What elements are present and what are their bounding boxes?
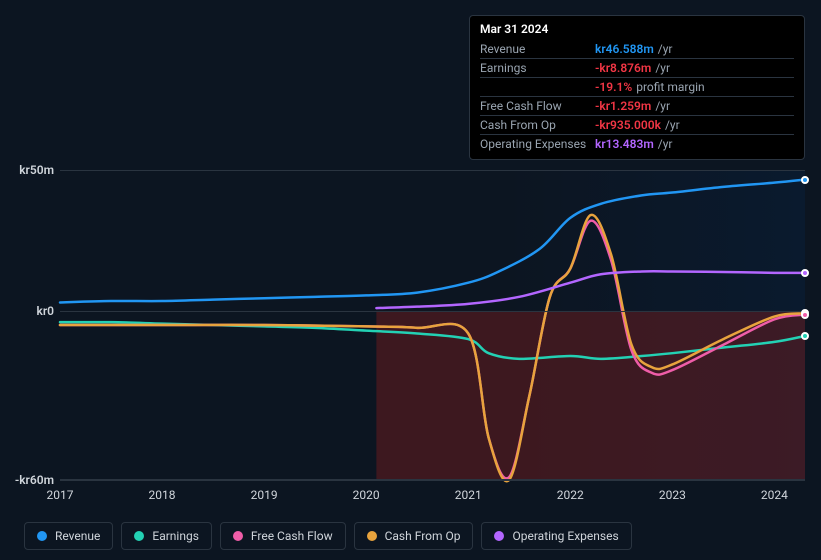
tooltip-row-label: Free Cash Flow: [480, 99, 595, 113]
y-axis-label: -kr60m: [15, 473, 54, 487]
tooltip-row-unit: /yr: [655, 61, 670, 75]
tooltip-row: Free Cash Flow-kr1.259m/yr: [480, 96, 794, 115]
tooltip-row-label: Earnings: [480, 61, 595, 75]
legend-label: Revenue: [55, 529, 100, 543]
series-revenue: [60, 180, 805, 303]
tooltip-row: Cash From Op-kr935.000k/yr: [480, 115, 794, 134]
x-axis-label: 2023: [659, 488, 686, 502]
legend-label: Free Cash Flow: [251, 529, 333, 543]
x-axis-label: 2018: [149, 488, 176, 502]
x-axis-label: 2017: [47, 488, 74, 502]
tooltip-row-unit: /yr: [665, 118, 680, 132]
legend-label: Operating Expenses: [512, 529, 618, 543]
chart-tooltip: Mar 31 2024 Revenuekr46.588m/yrEarnings-…: [469, 15, 805, 160]
legend-label: Cash From Op: [385, 529, 461, 543]
tooltip-row-unit: profit margin: [636, 80, 704, 94]
tooltip-row-value: kr46.588m: [595, 42, 654, 56]
y-axis-label: kr50m: [19, 163, 54, 177]
tooltip-row-label: Cash From Op: [480, 118, 595, 132]
legend-item-earnings[interactable]: Earnings: [121, 522, 212, 550]
y-axis-label: kr0: [36, 304, 54, 318]
legend-item-opex[interactable]: Operating Expenses: [481, 522, 631, 550]
tooltip-row-value: -kr935.000k: [595, 118, 661, 132]
series-end-marker: [801, 176, 809, 184]
legend-swatch: [494, 531, 504, 541]
legend-swatch: [367, 531, 377, 541]
financials-chart[interactable]: kr50mkr0-kr60m20172018201920202021202220…: [60, 170, 805, 480]
legend-item-cfo[interactable]: Cash From Op: [354, 522, 474, 550]
legend-swatch: [37, 531, 47, 541]
x-axis-label: 2021: [455, 488, 482, 502]
chart-bottom-border: [60, 479, 805, 480]
tooltip-row-value: -19.1%: [595, 80, 632, 94]
x-axis-label: 2024: [761, 488, 788, 502]
y-gridline: [60, 170, 805, 171]
series-end-marker: [801, 311, 809, 319]
tooltip-row: -19.1% profit margin: [480, 77, 794, 96]
x-axis-label: 2019: [251, 488, 278, 502]
tooltip-row: Revenuekr46.588m/yr: [480, 40, 794, 58]
tooltip-row-label: [480, 80, 595, 94]
legend-item-revenue[interactable]: Revenue: [24, 522, 113, 550]
tooltip-row-unit: /yr: [658, 42, 673, 56]
tooltip-row-label: Operating Expenses: [480, 137, 595, 151]
tooltip-row-value: kr13.483m: [595, 137, 654, 151]
tooltip-row: Earnings-kr8.876m/yr: [480, 58, 794, 77]
tooltip-row-label: Revenue: [480, 42, 595, 56]
tooltip-row: Operating Expenseskr13.483m/yr: [480, 134, 794, 153]
chart-legend: Revenue Earnings Free Cash Flow Cash From O…: [24, 522, 632, 550]
series-end-marker: [801, 332, 809, 340]
tooltip-date: Mar 31 2024: [480, 22, 794, 36]
tooltip-row-value: -kr1.259m: [595, 99, 651, 113]
series-end-marker: [801, 269, 809, 277]
legend-swatch: [233, 531, 243, 541]
x-axis-label: 2022: [557, 488, 584, 502]
x-axis-label: 2020: [353, 488, 380, 502]
legend-item-fcf[interactable]: Free Cash Flow: [220, 522, 346, 550]
tooltip-row-unit: /yr: [655, 99, 670, 113]
tooltip-row-unit: /yr: [658, 137, 673, 151]
legend-label: Earnings: [152, 529, 199, 543]
tooltip-row-value: -kr8.876m: [595, 61, 651, 75]
y-gridline: [60, 480, 805, 481]
y-gridline: [60, 311, 805, 312]
legend-swatch: [134, 531, 144, 541]
